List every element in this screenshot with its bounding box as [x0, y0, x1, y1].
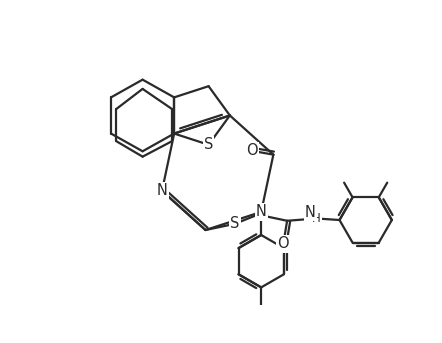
Text: H: H: [312, 212, 321, 225]
Text: N: N: [256, 204, 267, 220]
Text: O: O: [246, 143, 258, 158]
Text: S: S: [204, 137, 213, 152]
Text: O: O: [278, 236, 289, 251]
Text: S: S: [230, 216, 240, 232]
Text: N: N: [156, 184, 168, 198]
Text: N: N: [305, 205, 316, 220]
